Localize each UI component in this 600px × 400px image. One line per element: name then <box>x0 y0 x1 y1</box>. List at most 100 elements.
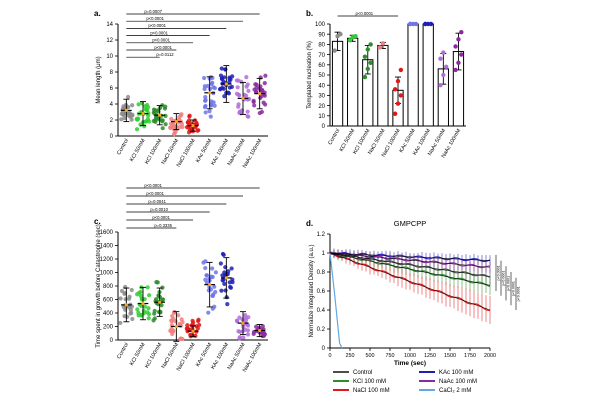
y-tick-label: 70 <box>318 53 325 59</box>
data-point <box>176 313 181 318</box>
data-point <box>151 107 157 112</box>
data-point <box>168 121 174 126</box>
data-point <box>146 312 152 317</box>
data-point <box>228 77 233 82</box>
data-point <box>223 288 228 293</box>
data-point <box>122 111 127 116</box>
data-point <box>213 289 218 295</box>
y-tick-label: 100 <box>315 22 326 28</box>
x-category-label: Control <box>116 138 130 156</box>
y-tick-label: 90 <box>318 32 325 38</box>
panel-letter: a. <box>94 9 101 18</box>
data-point <box>365 66 370 72</box>
y-axis-label: Time spent in growth before Catastrophe … <box>96 224 102 348</box>
data-point <box>119 288 125 294</box>
y-tick-label: 200 <box>103 325 114 331</box>
data-point <box>234 91 240 96</box>
x-category-label: Control <box>116 342 130 360</box>
y-tick-label: 0.6 <box>317 289 326 295</box>
data-point <box>130 103 135 108</box>
data-point <box>262 332 268 337</box>
data-point <box>219 66 224 71</box>
data-point <box>239 108 245 113</box>
data-point <box>152 308 157 314</box>
data-point <box>398 93 404 98</box>
panel-c: 0 200 400 600 800 1000 1200 1400 1600 c.Time spen… <box>94 183 268 373</box>
data-point <box>225 302 230 307</box>
data-point <box>222 94 227 99</box>
data-point <box>212 284 217 289</box>
y-tick-label: 8 <box>110 70 114 76</box>
data-point <box>220 251 226 257</box>
x-tick-label: 500 <box>366 353 375 359</box>
data-point <box>145 113 151 118</box>
data-point <box>129 287 134 293</box>
data-point <box>213 270 218 275</box>
fit-line <box>329 252 491 268</box>
data-point <box>130 316 135 322</box>
data-point <box>137 290 142 295</box>
data-point <box>236 329 241 334</box>
data-point <box>212 304 217 309</box>
x-tick-label: 750 <box>386 353 395 359</box>
data-point <box>122 314 127 319</box>
data-point <box>171 328 176 333</box>
median-marker <box>124 108 128 112</box>
fit-line <box>329 252 491 311</box>
data-point <box>191 320 196 325</box>
y-tick-label: 30 <box>318 94 325 100</box>
data-point <box>423 21 428 27</box>
comparison-p-value: p=0.0112 <box>156 52 174 57</box>
median-marker <box>241 96 245 100</box>
data-point <box>252 103 257 108</box>
data-point <box>178 336 183 342</box>
panel-letter: c. <box>94 217 101 226</box>
data-point <box>262 92 267 97</box>
data-point <box>160 297 166 302</box>
data-point <box>261 100 266 105</box>
data-point <box>380 41 386 46</box>
data-point <box>152 316 157 321</box>
data-point <box>258 95 263 101</box>
y-tick-label: 0 <box>110 338 114 344</box>
x-category-label: KAc 50mM <box>195 138 214 164</box>
data-point <box>218 261 223 266</box>
data-point <box>413 21 419 27</box>
data-point <box>203 265 208 271</box>
data-point <box>377 45 383 50</box>
comparison-p-value: p<0.0001 <box>150 30 168 35</box>
data-point <box>145 102 150 108</box>
data-point <box>253 82 258 87</box>
data-point <box>237 315 242 320</box>
data-point <box>211 100 216 105</box>
data-point <box>235 85 240 90</box>
data-point <box>221 79 226 85</box>
bar <box>422 23 434 127</box>
y-axis-label: Templated nucleation (%) <box>307 41 313 109</box>
data-point <box>197 322 202 328</box>
data-point <box>221 86 226 91</box>
data-point <box>236 104 241 109</box>
median-marker <box>224 82 228 86</box>
data-point <box>212 103 217 108</box>
data-point <box>229 266 234 271</box>
y-tick-label: 4 <box>110 102 114 108</box>
data-point <box>127 110 132 116</box>
data-point <box>243 315 248 321</box>
data-point <box>146 306 151 311</box>
data-point <box>251 98 256 103</box>
x-category-label: KAc 50mM <box>195 342 214 368</box>
data-point <box>136 310 141 315</box>
data-point <box>258 75 263 80</box>
series-line <box>329 252 343 349</box>
y-axis-label: Mean length (μm) <box>96 56 102 103</box>
data-point <box>129 117 134 122</box>
y-tick-label: 10 <box>318 114 325 120</box>
data-point <box>136 102 141 107</box>
data-point <box>195 326 200 331</box>
data-point <box>338 32 343 37</box>
fit-line <box>329 252 491 261</box>
data-point <box>222 281 227 287</box>
data-point <box>211 85 216 90</box>
data-point <box>258 84 263 89</box>
